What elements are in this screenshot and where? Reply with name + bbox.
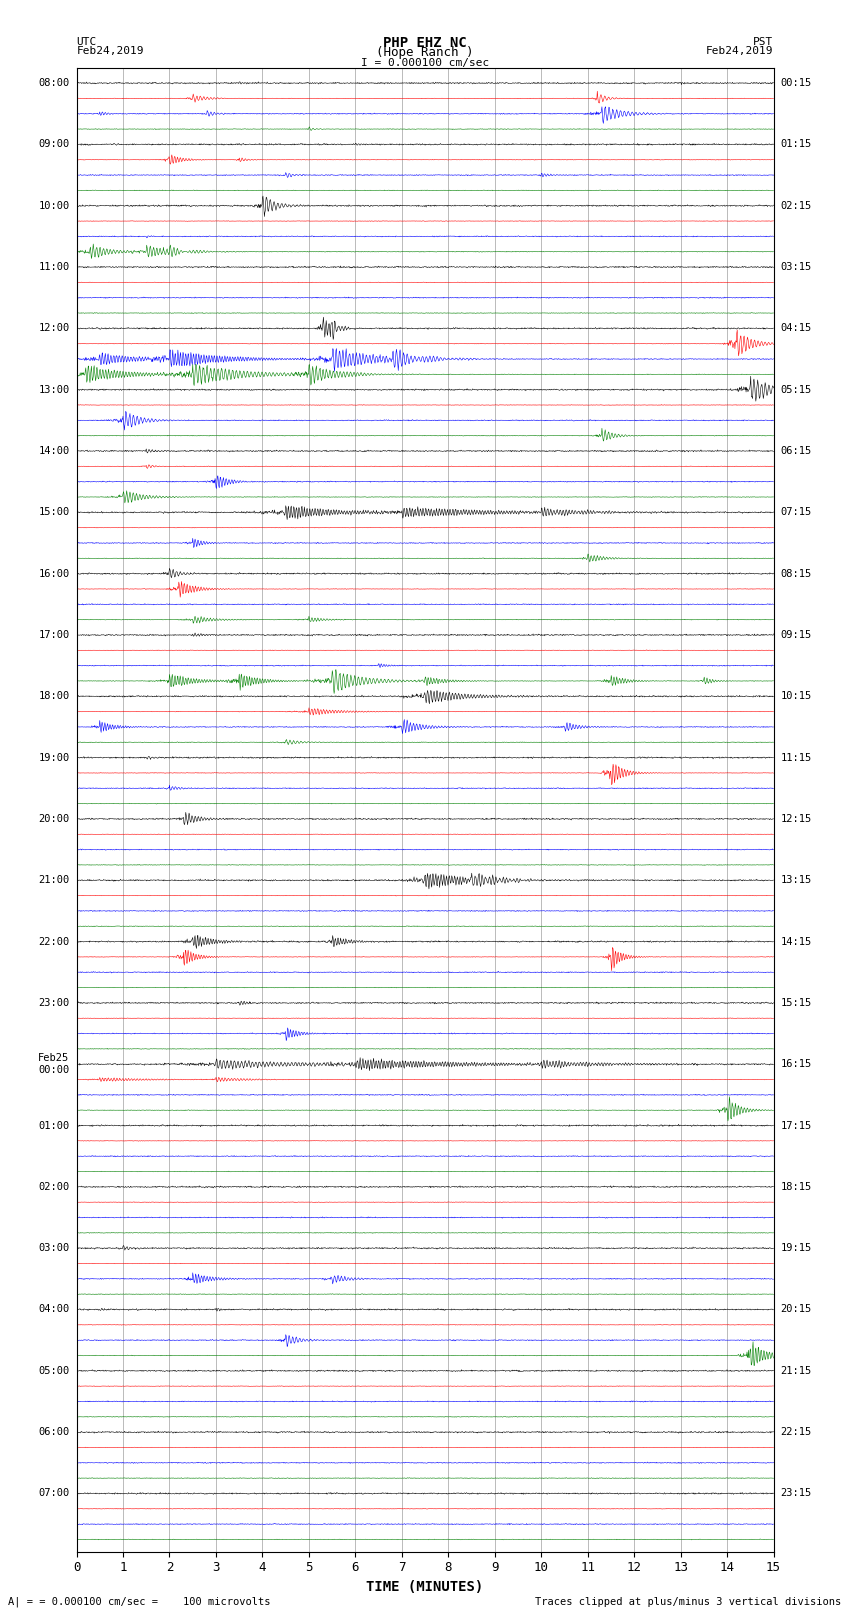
Text: 04:15: 04:15	[780, 323, 812, 334]
Text: 02:00: 02:00	[38, 1182, 70, 1192]
Text: 08:15: 08:15	[780, 569, 812, 579]
Text: 06:15: 06:15	[780, 447, 812, 456]
Text: 16:15: 16:15	[780, 1060, 812, 1069]
Text: 15:15: 15:15	[780, 998, 812, 1008]
X-axis label: TIME (MINUTES): TIME (MINUTES)	[366, 1581, 484, 1594]
Text: Feb24,2019: Feb24,2019	[706, 45, 774, 56]
Text: 13:15: 13:15	[780, 876, 812, 886]
Text: 05:15: 05:15	[780, 384, 812, 395]
Text: 18:15: 18:15	[780, 1182, 812, 1192]
Text: 21:15: 21:15	[780, 1366, 812, 1376]
Text: 20:00: 20:00	[38, 815, 70, 824]
Text: 07:00: 07:00	[38, 1489, 70, 1498]
Text: 23:15: 23:15	[780, 1489, 812, 1498]
Text: 23:00: 23:00	[38, 998, 70, 1008]
Text: 07:15: 07:15	[780, 508, 812, 518]
Text: 20:15: 20:15	[780, 1305, 812, 1315]
Text: PST: PST	[753, 37, 774, 47]
Text: 18:00: 18:00	[38, 692, 70, 702]
Text: 02:15: 02:15	[780, 200, 812, 211]
Text: 14:15: 14:15	[780, 937, 812, 947]
Text: 17:15: 17:15	[780, 1121, 812, 1131]
Text: 11:15: 11:15	[780, 753, 812, 763]
Text: Traces clipped at plus/minus 3 vertical divisions: Traces clipped at plus/minus 3 vertical …	[536, 1597, 842, 1607]
Text: 10:15: 10:15	[780, 692, 812, 702]
Text: 01:15: 01:15	[780, 139, 812, 150]
Text: 12:15: 12:15	[780, 815, 812, 824]
Text: 19:00: 19:00	[38, 753, 70, 763]
Text: 08:00: 08:00	[38, 77, 70, 89]
Text: 14:00: 14:00	[38, 447, 70, 456]
Text: 13:00: 13:00	[38, 384, 70, 395]
Text: 06:00: 06:00	[38, 1428, 70, 1437]
Text: UTC: UTC	[76, 37, 97, 47]
Text: 11:00: 11:00	[38, 261, 70, 273]
Text: (Hope Ranch ): (Hope Ranch )	[377, 45, 473, 58]
Text: 10:00: 10:00	[38, 200, 70, 211]
Text: 16:00: 16:00	[38, 569, 70, 579]
Text: 04:00: 04:00	[38, 1305, 70, 1315]
Text: 21:00: 21:00	[38, 876, 70, 886]
Text: 22:15: 22:15	[780, 1428, 812, 1437]
Text: 22:00: 22:00	[38, 937, 70, 947]
Text: 03:15: 03:15	[780, 261, 812, 273]
Text: 01:00: 01:00	[38, 1121, 70, 1131]
Text: 09:00: 09:00	[38, 139, 70, 150]
Text: I = 0.000100 cm/sec: I = 0.000100 cm/sec	[361, 58, 489, 68]
Text: 12:00: 12:00	[38, 323, 70, 334]
Text: PHP EHZ NC: PHP EHZ NC	[383, 35, 467, 50]
Text: 09:15: 09:15	[780, 631, 812, 640]
Text: 03:00: 03:00	[38, 1244, 70, 1253]
Text: 19:15: 19:15	[780, 1244, 812, 1253]
Text: 17:00: 17:00	[38, 631, 70, 640]
Text: 00:15: 00:15	[780, 77, 812, 89]
Text: 15:00: 15:00	[38, 508, 70, 518]
Text: Feb25
00:00: Feb25 00:00	[38, 1053, 70, 1074]
Text: 05:00: 05:00	[38, 1366, 70, 1376]
Text: A| = = 0.000100 cm/sec =    100 microvolts: A| = = 0.000100 cm/sec = 100 microvolts	[8, 1595, 271, 1607]
Text: Feb24,2019: Feb24,2019	[76, 45, 144, 56]
